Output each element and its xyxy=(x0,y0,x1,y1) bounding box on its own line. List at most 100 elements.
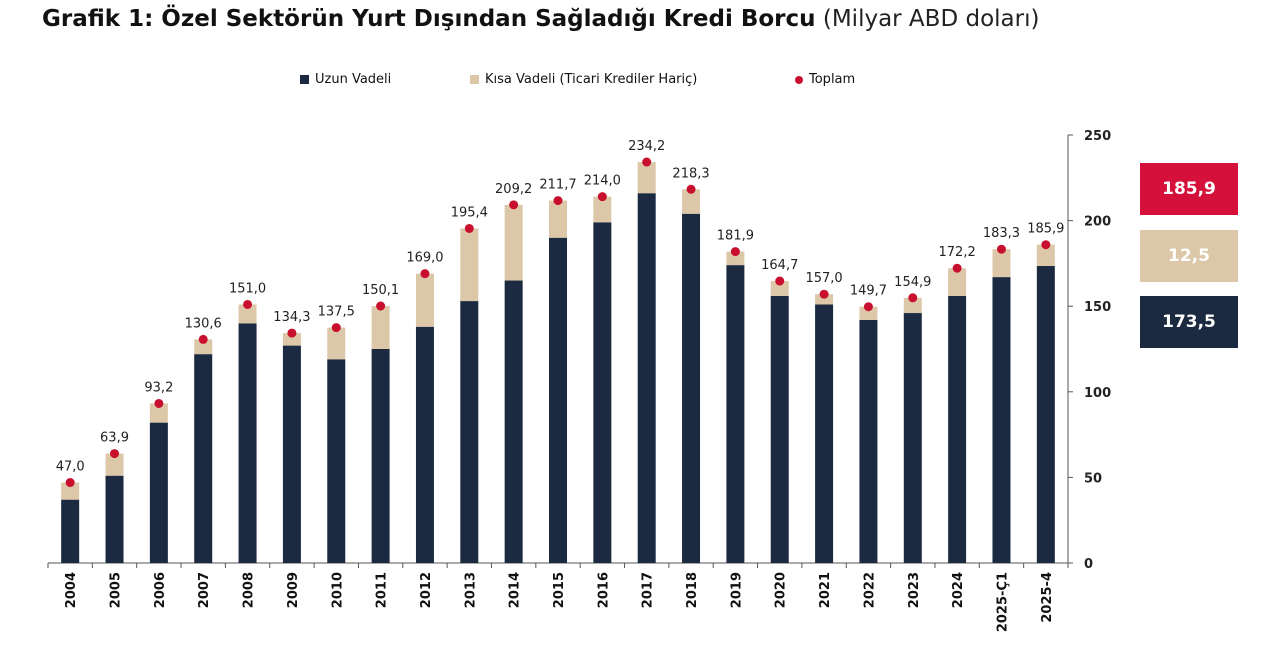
total-point xyxy=(376,301,386,311)
bar-short-term xyxy=(194,339,213,355)
bar-short-term xyxy=(149,403,168,423)
chart-title: Grafik 1: Özel Sektörün Yurt Dışından Sa… xyxy=(42,6,1039,32)
legend-dot-total xyxy=(795,75,803,84)
x-tick-label: 2025-4 xyxy=(1040,572,1055,623)
total-data-label: 137,5 xyxy=(318,305,355,320)
x-tick-label: 2017 xyxy=(641,572,656,608)
x-tick-label: 2019 xyxy=(729,572,744,608)
total-point xyxy=(863,302,873,312)
total-point xyxy=(908,293,918,303)
x-tick-label: 2021 xyxy=(818,572,833,608)
y-tick-label: 0 xyxy=(1084,557,1093,572)
total-point xyxy=(686,184,696,194)
bar-long-term xyxy=(815,304,834,563)
bar-short-term xyxy=(992,249,1011,278)
bar-long-term xyxy=(948,295,967,563)
total-data-label: 234,2 xyxy=(628,139,665,154)
total-point xyxy=(198,334,208,344)
total-point xyxy=(819,289,829,299)
bar-long-term xyxy=(504,280,523,563)
x-tick-label: 2020 xyxy=(774,572,789,608)
x-tick-label: 2015 xyxy=(552,572,567,608)
total-point xyxy=(1041,240,1051,250)
bar-short-term xyxy=(238,304,257,324)
total-point xyxy=(996,244,1006,254)
x-tick-label: 2012 xyxy=(419,572,434,608)
total-data-label: 93,2 xyxy=(144,380,173,395)
bar-short-term xyxy=(637,162,656,194)
total-point xyxy=(597,192,607,202)
total-point xyxy=(65,478,75,488)
summary-box-short-term: 12,5 xyxy=(1140,230,1238,282)
bar-long-term xyxy=(549,237,567,563)
total-data-label: 214,0 xyxy=(584,174,621,189)
total-data-label: 185,9 xyxy=(1027,222,1064,237)
total-point xyxy=(553,196,563,206)
total-point xyxy=(331,323,341,333)
legend-item-long-term: Uzun Vadeli xyxy=(300,72,391,87)
total-data-label: 209,2 xyxy=(495,182,532,197)
x-tick-label: 2004 xyxy=(64,572,79,608)
bar-short-term xyxy=(504,204,523,281)
bar-short-term xyxy=(460,228,479,302)
total-data-label: 130,6 xyxy=(185,316,222,331)
total-data-label: 151,0 xyxy=(229,281,266,296)
bar-long-term xyxy=(327,359,346,563)
bar-short-term xyxy=(948,268,967,296)
total-point xyxy=(287,328,297,338)
bar-short-term xyxy=(61,482,80,500)
total-data-label: 134,3 xyxy=(273,310,310,325)
legend-label-short-term: Kısa Vadeli (Ticari Krediler Hariç) xyxy=(485,72,698,87)
chart-title-main: Grafik 1: Özel Sektörün Yurt Dışından Sa… xyxy=(42,6,816,32)
y-tick-label: 200 xyxy=(1084,215,1111,230)
legend: Uzun Vadeli Kısa Vadeli (Ticari Krediler… xyxy=(0,72,1280,92)
bar-long-term xyxy=(415,326,434,563)
bar-long-term xyxy=(637,193,656,563)
total-point xyxy=(464,223,474,233)
bar-long-term xyxy=(105,475,124,563)
x-tick-label: 2011 xyxy=(375,572,390,608)
total-point xyxy=(775,276,785,286)
bar-long-term xyxy=(859,319,878,563)
bar-short-term xyxy=(327,327,346,360)
summary-box-total-value: 185,9 xyxy=(1162,179,1216,199)
legend-swatch-short-term xyxy=(470,75,479,84)
summary-box-long-term-value: 173,5 xyxy=(1162,312,1216,332)
bar-long-term xyxy=(682,213,701,563)
x-tick-label: 2018 xyxy=(685,572,700,608)
legend-swatch-long-term xyxy=(300,75,309,84)
bar-short-term xyxy=(371,306,390,349)
y-tick-label: 250 xyxy=(1084,129,1111,144)
bar-short-term xyxy=(859,306,878,320)
total-data-label: 218,3 xyxy=(672,166,709,181)
total-data-label: 164,7 xyxy=(761,258,798,273)
x-tick-label: 2005 xyxy=(109,572,124,608)
bar-long-term xyxy=(903,313,922,563)
total-point xyxy=(420,269,430,279)
total-data-label: 150,1 xyxy=(362,283,399,298)
x-tick-label: 2024 xyxy=(951,572,966,608)
legend-item-total: Toplam xyxy=(795,72,855,87)
y-tick-label: 50 xyxy=(1084,471,1102,486)
bar-long-term xyxy=(770,295,789,563)
x-tick-label: 2025-Ç1 xyxy=(995,572,1010,632)
x-tick-label: 2010 xyxy=(330,572,345,608)
bar-long-term xyxy=(61,499,80,563)
total-data-label: 181,9 xyxy=(717,229,754,244)
total-point xyxy=(952,263,962,273)
x-tick-label: 2014 xyxy=(508,572,523,608)
bar-long-term xyxy=(593,222,612,563)
legend-label-long-term: Uzun Vadeli xyxy=(315,72,392,87)
bar-long-term xyxy=(238,323,257,563)
x-tick-label: 2008 xyxy=(242,572,257,608)
x-tick-label: 2009 xyxy=(286,572,301,608)
legend-item-short-term: Kısa Vadeli (Ticari Krediler Hariç) xyxy=(470,72,697,87)
total-point xyxy=(110,449,120,459)
total-data-label: 154,9 xyxy=(894,275,931,290)
total-point xyxy=(154,398,164,408)
chart-title-unit: (Milyar ABD doları) xyxy=(822,6,1040,32)
y-tick-label: 100 xyxy=(1084,386,1111,401)
bar-short-term xyxy=(903,297,922,314)
total-point xyxy=(642,157,652,167)
total-data-label: 47,0 xyxy=(56,460,85,475)
